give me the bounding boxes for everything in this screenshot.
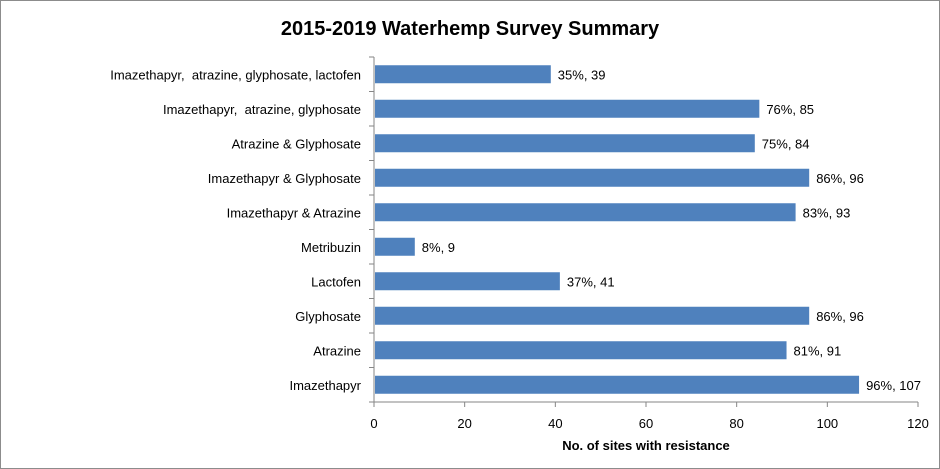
plot-area: 0 20 40 60 80 100 120 Imazethapyr, atrazine, gl… <box>110 56 929 431</box>
bar <box>375 99 760 118</box>
category-label: Imazethapyr <box>289 378 361 393</box>
data-label: 86%, 96 <box>816 309 864 324</box>
category-label: Metribuzin <box>301 240 361 255</box>
bar <box>375 306 810 325</box>
x-tick-label: 60 <box>639 416 653 431</box>
bar <box>375 65 551 84</box>
bar <box>375 237 415 256</box>
chart-title: 2015-2019 Waterhemp Survey Summary <box>281 18 660 40</box>
bar <box>375 168 810 187</box>
x-tick-label: 0 <box>370 416 377 431</box>
bar <box>375 134 755 153</box>
data-label: 86%, 96 <box>816 171 864 186</box>
data-label: 81%, 91 <box>794 343 842 358</box>
category-label: Imazethapyr, atrazine, glyphosate, lacto… <box>110 67 361 82</box>
bar <box>375 203 796 222</box>
data-label: 8%, 9 <box>422 240 455 255</box>
bar <box>375 375 860 394</box>
category-label: Atrazine <box>313 343 361 358</box>
category-label: Atrazine & Glyphosate <box>232 136 361 151</box>
category-label: Imazethapyr, atrazine, glyphosate <box>163 102 361 117</box>
x-tick-label: 100 <box>816 416 838 431</box>
x-axis-title: No. of sites with resistance <box>562 438 730 453</box>
data-label: 76%, 85 <box>766 102 814 117</box>
bar <box>375 272 560 291</box>
x-tick-label: 40 <box>548 416 562 431</box>
data-label: 37%, 41 <box>567 274 615 289</box>
bar <box>375 341 787 360</box>
x-tick-label: 120 <box>907 416 929 431</box>
data-label: 96%, 107 <box>866 378 921 393</box>
data-label: 35%, 39 <box>558 67 606 82</box>
data-label: 75%, 84 <box>762 136 810 151</box>
data-label: 83%, 93 <box>803 205 851 220</box>
category-label: Imazethapyr & Glyphosate <box>208 171 361 186</box>
category-label: Glyphosate <box>295 309 361 324</box>
x-tick-label: 80 <box>729 416 743 431</box>
category-label: Imazethapyr & Atrazine <box>227 205 361 220</box>
category-label: Lactofen <box>311 274 361 289</box>
x-tick-label: 20 <box>457 416 471 431</box>
